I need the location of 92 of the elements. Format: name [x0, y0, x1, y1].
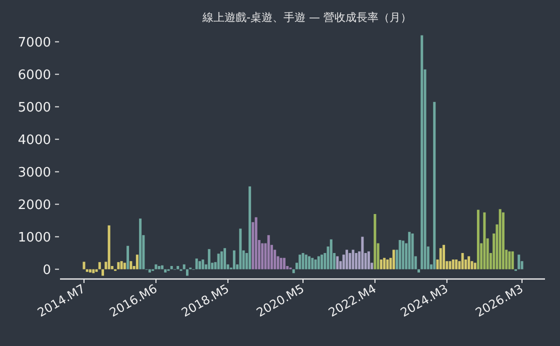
bar [117, 262, 120, 270]
bar [239, 228, 242, 270]
bar [95, 269, 98, 272]
bar [483, 212, 486, 270]
bar [433, 102, 436, 270]
bar [130, 261, 132, 270]
bar [292, 269, 295, 274]
bar [148, 269, 151, 272]
bar [439, 248, 442, 270]
bar [308, 256, 311, 270]
bar [392, 250, 395, 270]
bar [380, 260, 382, 270]
bar [476, 210, 480, 270]
bar [98, 262, 101, 270]
bar [498, 209, 502, 270]
bar [108, 225, 110, 270]
bar [317, 256, 320, 270]
bar [164, 269, 167, 272]
bar [367, 251, 370, 270]
bar [82, 262, 86, 270]
bar [386, 260, 389, 270]
bar [123, 262, 126, 270]
y-tick-label: 6000 [18, 68, 51, 83]
bar [354, 253, 358, 270]
bar [160, 265, 164, 270]
bar [508, 251, 511, 270]
bar [468, 256, 470, 270]
bar [267, 235, 270, 270]
bar [518, 254, 520, 270]
bar [120, 261, 123, 270]
bar [86, 269, 88, 272]
bar [182, 264, 186, 270]
bar [248, 186, 252, 270]
bar [455, 260, 458, 270]
bar [280, 258, 282, 270]
bar [195, 258, 198, 270]
bar [254, 217, 258, 270]
bar [452, 260, 454, 270]
bar [474, 262, 476, 270]
bar [511, 251, 514, 270]
y-tick-label: 5000 [18, 100, 51, 116]
bar [348, 253, 352, 270]
bar [102, 269, 104, 276]
bar [411, 234, 414, 270]
bar [282, 258, 286, 270]
bar [352, 250, 354, 270]
bar [89, 269, 92, 272]
bar [402, 240, 404, 270]
bar [442, 244, 446, 270]
bar [217, 254, 220, 270]
bar [302, 253, 304, 270]
bar [170, 266, 173, 270]
bar [224, 248, 226, 270]
bar [320, 254, 324, 270]
bar [420, 35, 424, 270]
bar [398, 240, 402, 270]
bar [408, 232, 411, 270]
bar [261, 243, 264, 270]
bar [158, 266, 160, 270]
bar [502, 212, 504, 270]
bar [314, 260, 317, 270]
bar [448, 261, 452, 270]
bar [176, 266, 180, 270]
bar [220, 251, 223, 270]
y-tick-label: 7000 [18, 35, 51, 50]
bar [126, 246, 130, 270]
y-tick-label: 1000 [18, 230, 51, 246]
y-tick-label: 2000 [18, 198, 51, 213]
bar [139, 218, 142, 270]
bar [330, 239, 332, 270]
bar [208, 249, 210, 270]
y-tick-label: 3000 [18, 165, 51, 180]
bar [361, 236, 364, 270]
bar [232, 250, 236, 270]
bar [92, 269, 95, 274]
bar [298, 254, 302, 270]
bar [202, 260, 204, 270]
bar [383, 258, 386, 270]
bar [311, 258, 314, 270]
bar [418, 269, 420, 272]
bar [336, 256, 339, 270]
bar [136, 254, 138, 270]
bar [198, 261, 202, 270]
bar [154, 264, 158, 270]
bar [186, 269, 188, 276]
bar [374, 214, 376, 270]
bar [304, 254, 308, 270]
y-tick-label: 0 [42, 262, 51, 278]
y-tick-label: 4000 [18, 132, 51, 148]
bar [461, 253, 464, 270]
chart-title: 線上遊戲-桌遊、手遊 — 營收成長率（月） [202, 11, 412, 24]
bar [346, 250, 348, 270]
